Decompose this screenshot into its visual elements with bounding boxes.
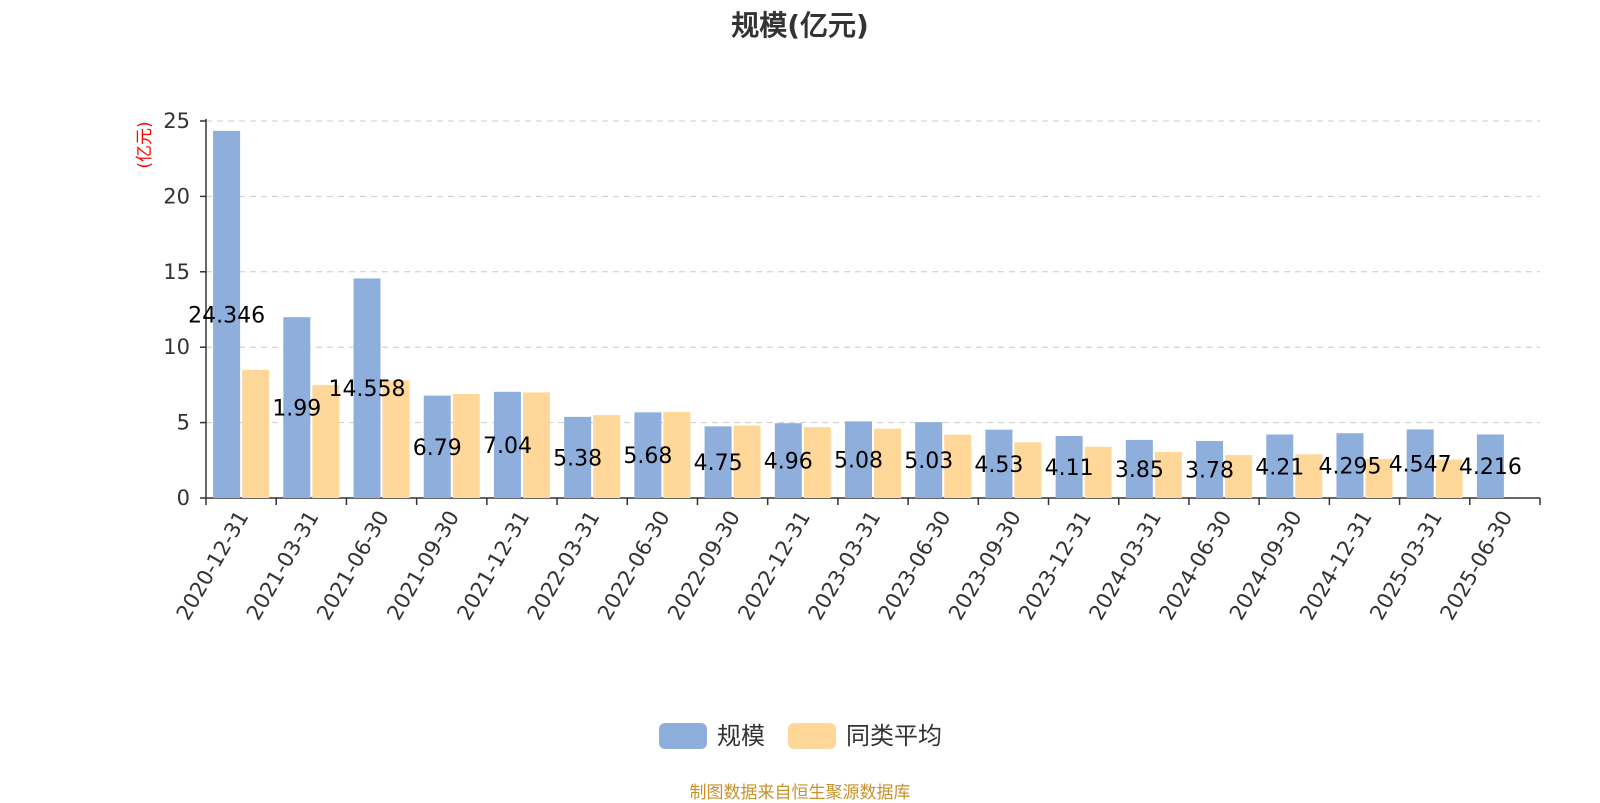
x-tick-label: 2021-09-30 [382,507,464,625]
bar-scale[interactable] [1125,439,1153,498]
legend-swatch-category-avg [788,723,836,749]
y-tick-label: 5 [177,411,190,435]
data-label-scale: 4.21 [1255,455,1304,480]
data-label-scale: 1.99 [272,397,321,422]
bar-category-avg[interactable] [663,412,691,498]
chart-title: 规模(亿元) [731,9,869,42]
bar-category-avg[interactable] [452,393,480,498]
data-label-scale: 7.04 [483,434,532,459]
x-tick-label: 2022-06-30 [593,507,675,625]
x-tick-label: 2024-03-31 [1084,507,1166,625]
y-tick-labels: 0 5 10 15 20 25 [163,109,206,510]
data-source-note: 制图数据来自恒生聚源数据库 [689,783,911,803]
data-label-scale: 5.03 [904,449,953,474]
y-tick-label: 0 [177,486,190,510]
data-label-scale: 5.38 [553,446,602,471]
bar-scale[interactable] [915,422,943,498]
data-labels: 24.346 1.99 14.558 6.79 7.04 5.38 5.68 4.75 4.96… [188,303,1522,483]
x-tick-label: 2021-06-30 [312,507,394,625]
x-tick-label: 2022-09-30 [663,507,745,625]
data-label-scale: 4.11 [1045,456,1094,481]
bar-category-avg[interactable] [242,369,270,498]
bar-category-avg[interactable] [382,380,410,498]
bar-category-avg[interactable] [1295,454,1323,498]
bar-category-avg[interactable] [1154,452,1182,498]
bar-scale[interactable] [1196,440,1224,498]
x-tick-label: 2023-09-30 [944,507,1026,625]
bar-scale[interactable] [985,429,1013,498]
bar-category-avg[interactable] [803,427,831,498]
grid-lines [206,120,1540,424]
bar-scale[interactable] [845,421,872,498]
x-tick-label: 2023-03-31 [804,507,886,625]
bars [213,130,1504,499]
x-tick-label: 2022-03-31 [523,507,605,625]
x-tick-label: 2024-09-30 [1225,507,1307,625]
bar-scale[interactable] [1476,434,1504,498]
data-label-scale: 6.79 [413,436,462,461]
data-label-scale: 5.08 [834,449,883,474]
data-label-scale: 4.295 [1318,455,1381,480]
bar-scale[interactable] [1055,436,1083,498]
y-axis-unit-label: (亿元) [135,121,155,168]
bar-scale[interactable] [634,412,662,498]
bar-category-avg[interactable] [874,428,901,498]
x-tick-label: 2025-06-30 [1435,507,1517,625]
data-label-scale: 4.53 [974,453,1023,478]
bar-category-avg[interactable] [593,415,621,498]
y-tick-label: 25 [163,109,190,133]
bar-category-avg[interactable] [312,384,340,498]
bar-category-avg[interactable] [1435,459,1463,498]
bar-scale[interactable] [423,395,451,498]
data-label-scale: 4.96 [764,450,813,475]
y-tick-label: 10 [163,335,190,359]
x-tick-label: 2021-12-31 [452,507,534,625]
bar-scale[interactable] [564,416,592,498]
x-tick-labels: 2020-12-312021-03-312021-06-302021-09-30… [172,498,1541,625]
bar-scale[interactable] [353,278,381,498]
legend: 规模 同类平均 [659,722,942,750]
bar-scale[interactable] [283,317,311,498]
bar-scale[interactable] [493,391,521,498]
x-tick-label: 2020-12-31 [172,507,254,625]
bar-scale[interactable] [774,423,802,498]
data-label-scale: 4.216 [1459,455,1522,480]
legend-label-category-avg: 同类平均 [846,722,942,750]
bar-scale[interactable] [704,426,732,498]
legend-item-scale[interactable]: 规模 [659,722,765,750]
x-tick-label: 2024-12-31 [1295,507,1377,625]
data-label-scale: 4.75 [694,451,743,476]
bar-category-avg[interactable] [1225,455,1253,498]
x-tick-label: 2025-03-31 [1365,507,1447,625]
x-tick-label: 2022-12-31 [733,507,815,625]
bar-scale[interactable] [1336,433,1364,498]
bar-category-avg[interactable] [1365,458,1393,498]
data-label-scale: 24.346 [188,303,265,328]
bar-category-avg[interactable] [1084,446,1112,498]
data-label-scale: 14.558 [329,377,406,402]
x-tick-label: 2023-12-31 [1014,507,1096,625]
bar-category-avg[interactable] [1014,442,1042,498]
bar-scale[interactable] [213,130,241,499]
x-tick-label: 2024-06-30 [1155,507,1237,625]
y-tick-label: 20 [163,184,190,208]
data-label-scale: 3.85 [1115,458,1164,483]
x-tick-label: 2021-03-31 [242,507,324,625]
bar-category-avg[interactable] [733,425,761,498]
y-tick-label: 15 [163,260,190,284]
data-label-scale: 5.68 [623,444,672,469]
bar-scale[interactable] [1406,429,1434,498]
bar-category-avg[interactable] [944,434,972,498]
legend-label-scale: 规模 [717,722,765,750]
data-label-scale: 3.78 [1185,458,1234,483]
x-tick-label: 2023-06-30 [874,507,956,625]
bar-category-avg[interactable] [522,392,550,498]
legend-swatch-scale [659,723,707,749]
legend-item-category-avg[interactable]: 同类平均 [788,722,942,750]
bar-scale[interactable] [1266,434,1294,498]
data-label-scale: 4.547 [1389,453,1452,478]
